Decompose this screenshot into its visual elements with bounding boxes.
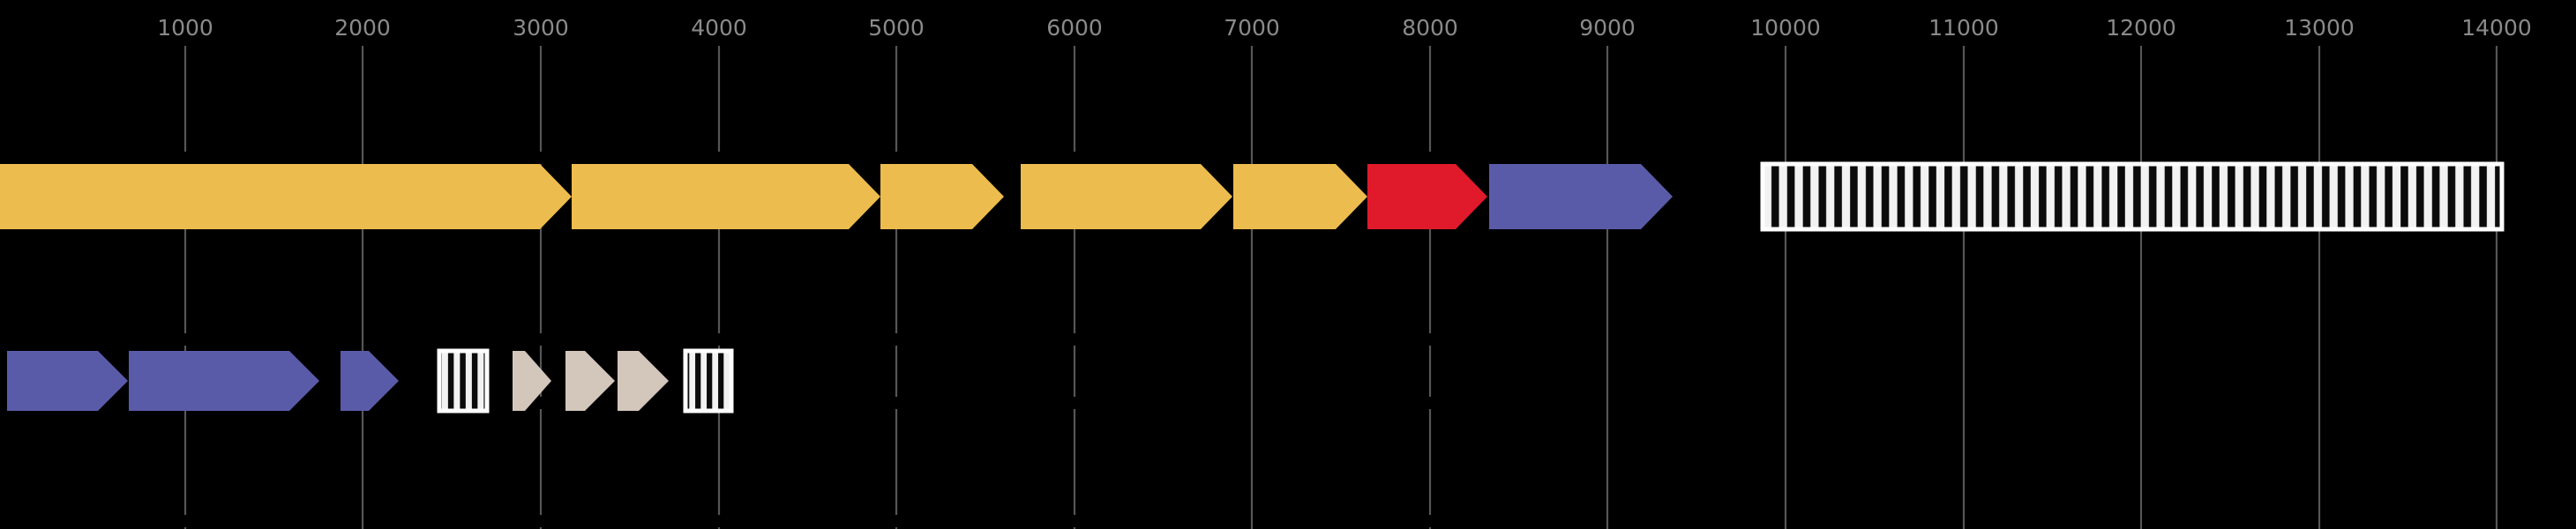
axis-tick-label-8000: 8000: [1402, 15, 1458, 41]
feature-tan-1[interactable]: [513, 351, 551, 411]
feature-purple-2[interactable]: [7, 351, 128, 411]
features-layer: [0, 161, 2505, 414]
axis-tick-label-2000: 2000: [334, 15, 391, 41]
feature-purple-3[interactable]: [129, 351, 319, 411]
feature-hatched-3[interactable]: [683, 348, 734, 414]
feature-purple-1[interactable]: [1489, 164, 1673, 229]
axis-tick-label-5000: 5000: [868, 15, 925, 41]
track-upper: [0, 161, 2505, 232]
feature-hatched-1[interactable]: [1760, 161, 2505, 232]
axis-tick-label-4000: 4000: [691, 15, 747, 41]
axis-tick-label-10000: 10000: [1750, 15, 1821, 41]
axis-tick-label-13000: 13000: [2284, 15, 2355, 41]
feature-red-1[interactable]: [1367, 164, 1487, 229]
feature-yellow-5[interactable]: [1233, 164, 1367, 229]
axis-labels-layer: 1000 2000 3000 4000 5000 6000 7000 8000 9000 1000…: [157, 15, 2532, 41]
feature-yellow-2[interactable]: [572, 164, 880, 229]
track-lower: [7, 348, 734, 414]
feature-yellow-1[interactable]: [0, 164, 572, 229]
axis-tick-label-1000: 1000: [157, 15, 213, 41]
feature-yellow-4[interactable]: [1021, 164, 1232, 229]
feature-tan-3[interactable]: [618, 351, 669, 411]
feature-purple-4[interactable]: [341, 351, 399, 411]
feature-hatched-2[interactable]: [437, 348, 490, 414]
feature-yellow-3[interactable]: [880, 164, 1004, 229]
axis-tick-label-12000: 12000: [2106, 15, 2176, 41]
feature-tan-2[interactable]: [565, 351, 615, 411]
axis-tick-label-11000: 11000: [1928, 15, 1999, 41]
axis-tick-label-3000: 3000: [513, 15, 569, 41]
axis-tick-label-9000: 9000: [1579, 15, 1636, 41]
axis-tick-label-6000: 6000: [1046, 15, 1103, 41]
gridlines-layer: [183, 46, 2498, 529]
axis-tick-label-7000: 7000: [1224, 15, 1280, 41]
axis-tick-label-14000: 14000: [2461, 15, 2532, 41]
